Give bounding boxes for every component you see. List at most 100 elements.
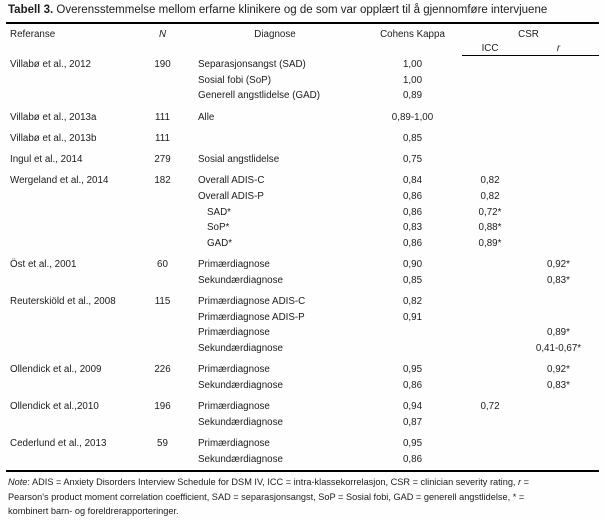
cell-referanse: Villabø et al., 2013a xyxy=(10,111,97,123)
cell-r xyxy=(520,58,597,74)
table-header-row: Referanse N Diagnose Cohens Kappa CSR xyxy=(0,29,605,40)
note-segment: = xyxy=(521,477,530,487)
table-row: Overall ADIS-P 0,86 0,82 xyxy=(0,190,605,206)
cell-icc: 0,82 xyxy=(480,175,500,187)
cell-referanse xyxy=(10,237,140,253)
cell-referanse xyxy=(10,311,140,327)
cell-n xyxy=(140,89,185,105)
cell-diagnose: Overall ADIS-P xyxy=(198,190,264,202)
cell-icc xyxy=(460,153,520,169)
table-row: Wergeland et al., 2014 182 Overall ADIS-C 0… xyxy=(0,174,605,190)
study-block: Öst et al., 2001 60 Primærdiagnose 0,90 0,92… xyxy=(0,258,605,289)
cell-icc xyxy=(460,132,520,148)
cell-icc: 0,72* xyxy=(478,206,502,218)
table-row: Sekundærdiagnose 0,41-0,67* xyxy=(0,342,605,358)
cell-icc xyxy=(460,111,520,127)
header-icc: ICC xyxy=(481,43,499,54)
cell-cohens-kappa: 0,83 xyxy=(402,222,423,234)
bottom-rule xyxy=(6,470,599,472)
note-text: Note: ADIS = Anxiety Disorders Interview… xyxy=(8,475,598,519)
table-row: Villabø et al., 2013a 111 Alle 0,89-1,00 xyxy=(0,111,605,127)
cell-diagnose: Primærdiagnose xyxy=(198,401,270,413)
cell-cohens-kappa: 0,87 xyxy=(402,416,423,428)
note-segment: : ADIS = Anxiety Disorders Interview Sch… xyxy=(27,477,519,487)
cell-cohens-kappa: 0,89-1,00 xyxy=(391,111,434,123)
table-row: Primærdiagnose ADIS-P 0,91 xyxy=(0,311,605,327)
csr-spanner-rule xyxy=(462,55,599,56)
table-row: Sekundærdiagnose 0,85 0,83* xyxy=(0,274,605,290)
cell-referanse: Reuterskiöld et al., 2008 xyxy=(10,295,116,307)
cell-diagnose: Separasjonsangst (SAD) xyxy=(198,59,306,70)
cell-r xyxy=(520,437,597,453)
cell-n: 111 xyxy=(155,132,170,144)
cell-r: 0,83* xyxy=(547,274,570,286)
cell-icc: 0,89* xyxy=(478,237,502,249)
cell-referanse: Ollendick et al., 2009 xyxy=(10,364,102,376)
cell-diagnose xyxy=(185,132,365,148)
cell-icc xyxy=(460,295,520,311)
cell-cohens-kappa xyxy=(365,342,460,358)
cell-n xyxy=(140,74,185,90)
cell-n xyxy=(140,416,185,432)
cell-n: 60 xyxy=(157,259,168,271)
cell-cohens-kappa: 0,86 xyxy=(402,190,423,202)
note-segment: kombinert barn- og foreldrerapporteringe… xyxy=(8,506,179,516)
cell-referanse: Villabø et al., 2013b xyxy=(10,132,97,144)
cell-n xyxy=(140,326,185,342)
cell-diagnose: SAD* xyxy=(207,206,231,218)
study-block: Reuterskiöld et al., 2008 115 Primærdiagno… xyxy=(0,295,605,358)
cell-referanse xyxy=(10,274,140,290)
cell-cohens-kappa: 0,85 xyxy=(402,274,423,286)
cell-icc xyxy=(460,437,520,453)
cell-n: 115 xyxy=(154,295,171,307)
study-block: Villabø et al., 2012 190 Separasjonsangst … xyxy=(0,58,605,105)
table-row: Generell angstlidelse (GAD) 0,89 xyxy=(0,89,605,105)
cell-referanse xyxy=(10,326,140,342)
cell-r xyxy=(520,237,597,253)
cell-diagnose: Primærdiagnose xyxy=(198,259,270,271)
cell-diagnose: Primærdiagnose xyxy=(198,364,270,376)
table-row: SAD* 0,86 0,72* xyxy=(0,206,605,222)
cell-r xyxy=(520,132,597,148)
cell-cohens-kappa: 0,95 xyxy=(402,364,423,376)
cell-r xyxy=(520,416,597,432)
cell-r xyxy=(520,74,597,90)
cell-cohens-kappa: 0,82 xyxy=(402,295,423,307)
cell-r xyxy=(520,400,597,416)
cell-r xyxy=(520,295,597,311)
header-cohens-kappa: Cohens Kappa xyxy=(380,29,445,40)
table-row: Sosial fobi (SoP) 1,00 xyxy=(0,74,605,90)
cell-icc xyxy=(460,453,520,469)
cell-cohens-kappa: 0,85 xyxy=(402,132,423,144)
cell-icc xyxy=(460,258,520,274)
cell-r xyxy=(520,206,597,222)
cell-diagnose: GAD* xyxy=(207,237,233,249)
cell-r: 0,92* xyxy=(547,364,570,376)
cell-r xyxy=(520,111,597,127)
note-segment: r xyxy=(518,477,522,487)
cell-r: 0,92* xyxy=(547,259,570,271)
cell-diagnose: Primærdiagnose ADIS-C xyxy=(198,295,306,307)
cell-icc: 0,82 xyxy=(480,190,500,202)
study-block: Villabø et al., 2013b 111 0,85 xyxy=(0,132,605,148)
cell-diagnose: Alle xyxy=(198,111,215,123)
cell-r xyxy=(520,221,597,237)
cell-n: 59 xyxy=(157,437,168,449)
cell-diagnose: Generell angstlidelse (GAD) xyxy=(198,90,320,102)
cell-diagnose: Overall ADIS-C xyxy=(198,175,265,187)
study-block: Cederlund et al., 2013 59 Primærdiagnose 0,… xyxy=(0,437,605,468)
cell-diagnose: Sekundærdiagnose xyxy=(198,379,283,391)
cell-n xyxy=(140,379,185,395)
cell-n: 111 xyxy=(155,111,170,123)
cell-cohens-kappa: 0,84 xyxy=(402,175,423,187)
study-block: Wergeland et al., 2014 182 Overall ADIS-C 0… xyxy=(0,174,605,252)
cell-icc xyxy=(460,311,520,327)
table-row: Cederlund et al., 2013 59 Primærdiagnose 0,… xyxy=(0,437,605,453)
table-subheader-row: ICC r xyxy=(0,43,605,54)
table-row: Ollendick et al., 2009 226 Primærdiagnose 0… xyxy=(0,363,605,379)
table-title-text: Overensstemmelse mellom erfarne kliniker… xyxy=(56,4,548,16)
study-block: Ollendick et al., 2009 226 Primærdiagnose 0… xyxy=(0,363,605,394)
cell-icc xyxy=(460,74,520,90)
cell-referanse: Cederlund et al., 2013 xyxy=(10,437,107,449)
